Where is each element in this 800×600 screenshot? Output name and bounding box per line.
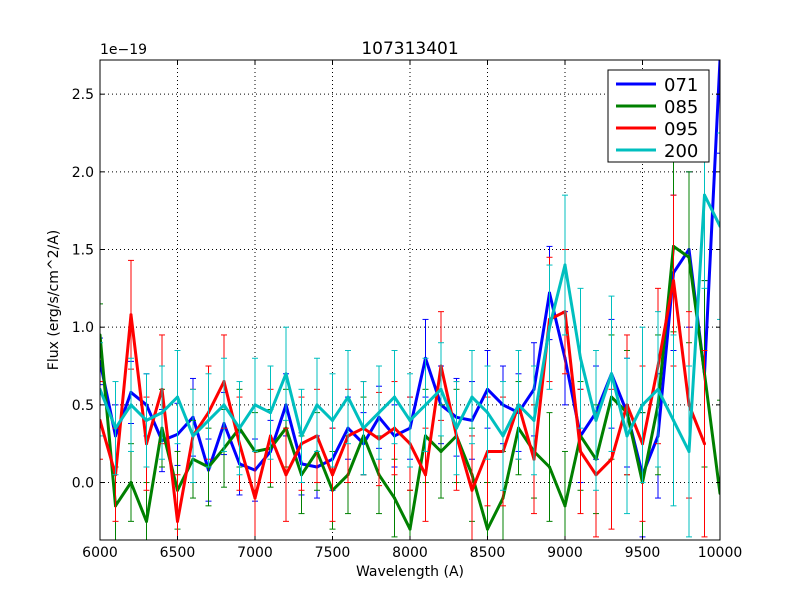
x-tick-label: 9000 — [547, 545, 583, 561]
y-tick-label: 0.0 — [72, 476, 94, 492]
data-point-200 — [455, 426, 458, 430]
data-point-200 — [331, 418, 334, 422]
x-tick-label: 8500 — [470, 545, 506, 561]
x-tick-label: 7500 — [315, 545, 351, 561]
data-point-095 — [253, 496, 257, 500]
data-point-085 — [393, 496, 396, 500]
data-point-200 — [687, 449, 691, 453]
series-layer — [100, 60, 720, 540]
data-point-085 — [548, 465, 551, 469]
x-tick-label: 6000 — [82, 545, 118, 561]
x-tick-label: 8000 — [392, 545, 428, 561]
data-point-200 — [517, 403, 520, 407]
data-point-095 — [610, 457, 613, 461]
data-point-200 — [315, 403, 319, 407]
y-tick-label: 2.0 — [72, 165, 94, 181]
data-point-095 — [331, 473, 334, 477]
data-point-200 — [532, 418, 536, 422]
data-point-200 — [672, 418, 675, 422]
series-line-095 — [100, 279, 706, 523]
data-point-200 — [393, 395, 396, 399]
x-tick-label: 6500 — [160, 545, 196, 561]
data-point-095 — [424, 473, 427, 477]
data-point-200 — [501, 434, 505, 438]
data-point-095 — [579, 449, 582, 453]
x-axis-label: Wavelength (A) — [356, 564, 464, 580]
data-point-200 — [145, 418, 148, 422]
data-point-200 — [129, 403, 133, 407]
data-point-200 — [594, 418, 598, 422]
legend-label-095: 095 — [664, 119, 698, 140]
data-point-095 — [284, 473, 288, 477]
data-point-200 — [362, 426, 365, 430]
axis-ticks: 6000 6500 7000 7500 8000 8500 9000 9500 10000 0.0… — [72, 60, 743, 561]
data-point-200 — [269, 411, 272, 415]
data-point-200 — [610, 372, 613, 376]
data-point-200 — [114, 426, 117, 430]
data-point-200 — [703, 193, 706, 197]
data-point-200 — [641, 403, 644, 407]
x-tick-label: 9500 — [625, 545, 661, 561]
data-point-085 — [129, 481, 133, 485]
data-point-095 — [129, 313, 133, 317]
data-point-200 — [424, 403, 427, 407]
data-point-200 — [486, 411, 489, 415]
data-point-200 — [346, 395, 350, 399]
legend-label-071: 071 — [664, 75, 698, 96]
data-point-095 — [703, 442, 706, 446]
y-tick-label: 2.5 — [72, 87, 94, 103]
data-point-085 — [687, 255, 691, 259]
data-point-085 — [145, 519, 148, 523]
series-200 — [100, 101, 720, 538]
data-point-085 — [486, 527, 489, 531]
data-point-200 — [548, 325, 551, 329]
data-point-200 — [439, 387, 443, 391]
x-tick-label: 10000 — [698, 545, 743, 561]
y-tick-label: 0.5 — [72, 398, 94, 414]
data-point-200 — [408, 418, 412, 422]
data-point-200 — [377, 411, 381, 415]
y-offset-label: 1e−19 — [100, 42, 147, 58]
chart-title: 107313401 — [361, 39, 458, 59]
data-point-200 — [470, 395, 474, 399]
data-point-095 — [470, 488, 474, 492]
data-point-085 — [563, 504, 567, 508]
data-point-200 — [284, 372, 288, 376]
data-point-200 — [579, 356, 582, 360]
data-point-095 — [176, 519, 179, 523]
y-tick-label: 1.5 — [72, 243, 94, 259]
data-point-200 — [625, 434, 629, 438]
data-point-200 — [563, 263, 567, 267]
legend-label-200: 200 — [664, 141, 698, 162]
x-tick-label: 7000 — [237, 545, 273, 561]
data-point-200 — [176, 395, 179, 399]
data-point-095 — [672, 279, 675, 283]
data-point-085 — [408, 527, 412, 531]
legend-label-085: 085 — [664, 97, 698, 118]
data-point-200 — [191, 434, 195, 438]
data-point-085 — [439, 449, 443, 453]
y-tick-label: 1.0 — [72, 320, 94, 336]
data-point-200 — [253, 403, 257, 407]
data-point-200 — [160, 411, 164, 415]
data-point-200 — [207, 418, 210, 422]
data-point-200 — [656, 387, 660, 391]
y-axis-label: Flux (erg/s/cm^2/A) — [46, 230, 62, 370]
data-point-200 — [238, 426, 241, 430]
data-point-200 — [222, 403, 226, 407]
data-point-200 — [300, 434, 303, 438]
